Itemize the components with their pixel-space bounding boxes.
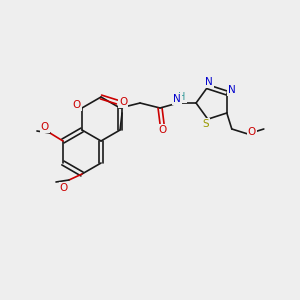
- Text: N: N: [173, 94, 181, 104]
- Text: O: O: [41, 122, 49, 132]
- Text: S: S: [202, 119, 209, 129]
- Text: O: O: [119, 97, 127, 107]
- Text: O: O: [248, 127, 256, 137]
- Text: O: O: [73, 100, 81, 110]
- Text: N: N: [228, 85, 236, 95]
- Text: O: O: [158, 125, 166, 135]
- Text: O: O: [60, 183, 68, 193]
- Text: N: N: [205, 77, 213, 87]
- Text: H: H: [178, 92, 186, 102]
